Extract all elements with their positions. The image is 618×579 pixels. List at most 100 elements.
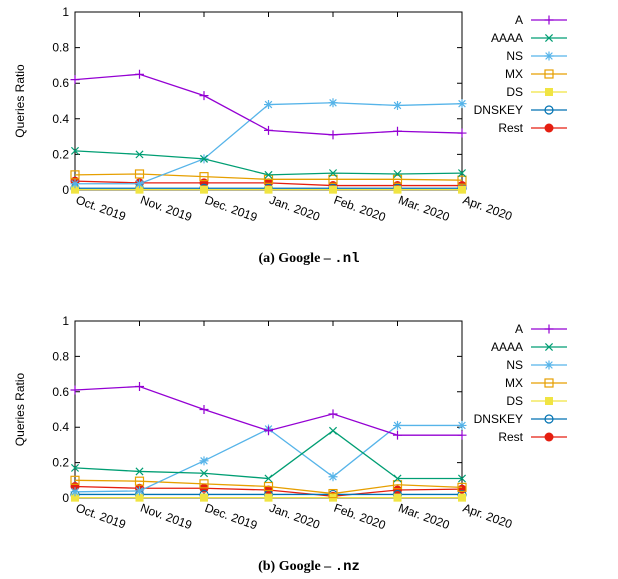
data-point [70,385,80,395]
data-point [135,150,144,159]
y-tick-label: 0.6 [52,385,69,399]
data-point [70,170,80,180]
data-point [458,493,466,502]
data-point [70,179,80,189]
legend-label: Rest [498,430,523,444]
data-point [457,482,467,492]
x-tick-label: Oct. 2019 [74,193,128,224]
legend-marker [544,105,554,115]
legend-marker [545,88,553,96]
legend-label: NS [506,358,523,372]
legend-label: A [515,13,523,27]
y-tick-label: 0 [62,491,69,505]
x-tick-label: Jan. 2020 [267,193,322,224]
legend-marker [544,324,554,334]
data-point [328,98,338,108]
legend-marker [544,378,554,388]
caption-text: (b) Google – [258,559,335,574]
legend-label: Rest [498,121,523,135]
legend-marker [544,414,554,424]
data-point [199,479,209,489]
series-ds [71,185,466,194]
legend-marker [544,360,554,370]
data-point [200,185,208,194]
data-point [392,174,403,184]
data-point [393,169,402,179]
data-point [135,69,144,79]
data-point [457,474,467,483]
y-tick-label: 1 [62,5,69,19]
y-tick-label: 0.8 [52,349,69,363]
data-point [264,100,273,110]
data-point [264,426,273,436]
x-tick-label: Dec. 2019 [203,193,259,225]
y-tick-label: 0.6 [52,76,69,90]
chart-caption: (b) Google – .nz [258,559,360,575]
y-tick-label: 0.2 [52,456,69,470]
series-line [74,429,462,480]
data-point [70,75,80,85]
legend-marker [544,432,554,442]
y-tick-label: 0.4 [52,420,69,434]
legend-label: DS [506,85,523,99]
legend-label: DNSKEY [474,103,523,117]
data-point [393,420,402,430]
data-point [328,472,338,482]
data-point [264,474,273,483]
y-axis-label: Queries Ratio [13,372,27,446]
x-tick-label: Apr. 2020 [461,193,514,224]
data-point [135,486,144,496]
chart-caption: (a) Google – .nl [258,251,359,267]
data-point [135,179,144,189]
data-point [393,430,402,440]
series-ns [70,98,467,189]
data-point [70,463,80,472]
legend-label: DNSKEY [474,412,523,426]
legend-marker [545,397,553,405]
series-line [74,173,463,181]
data-point [135,185,144,194]
series-aaaa [70,146,467,179]
data-point [199,456,209,466]
legend-marker [544,15,554,25]
caption-text: (a) Google – [258,251,334,266]
data-point [264,170,273,179]
data-point [135,381,144,391]
y-tick-label: 0.4 [52,112,69,126]
series-a [70,381,467,440]
data-point [135,493,144,502]
legend-label: NS [506,49,523,63]
data-point [457,175,467,185]
legend-marker [544,33,554,43]
legend-marker [544,342,554,352]
x-tick-label: Dec. 2019 [203,501,259,533]
data-point [457,169,467,178]
data-point [199,154,209,163]
y-tick-label: 0.8 [52,41,69,55]
data-point [135,467,144,476]
x-tick-label: Oct. 2019 [74,501,128,532]
data-point [71,493,79,502]
x-tick-label: Nov. 2019 [138,501,194,533]
data-point [458,185,466,194]
x-tick-label: Mar. 2020 [396,193,451,225]
data-point [134,476,145,486]
data-point [393,126,402,136]
series-aaaa [70,426,467,483]
y-tick-label: 0.2 [52,147,69,161]
legend-label: MX [505,67,523,81]
y-tick-label: 1 [62,314,69,328]
series-line [74,150,463,176]
data-point [457,99,467,109]
legend-label: AAAA [491,340,523,354]
series-line [75,102,463,185]
data-point [71,185,79,194]
y-tick-label: 0 [62,183,69,197]
legend-label: A [515,322,523,336]
legend-marker [544,51,554,61]
data-point [199,172,209,182]
caption-domain: .nz [335,559,360,575]
data-point [199,469,209,478]
